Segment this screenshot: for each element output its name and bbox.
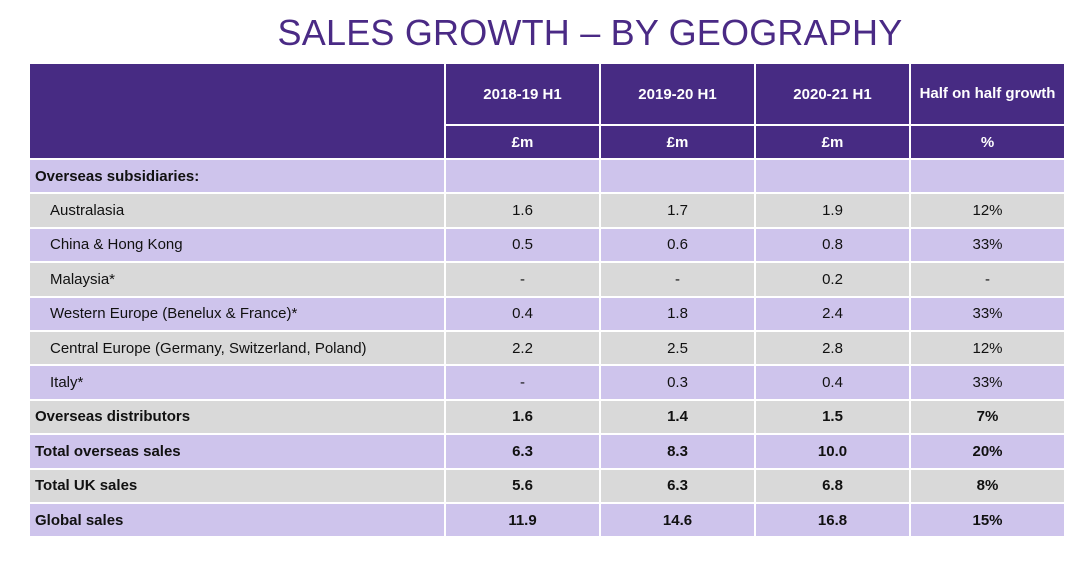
table-row: Global sales 11.9 14.6 16.8 15% — [28, 501, 1066, 539]
column-header: 2018-19 H1 — [444, 62, 601, 126]
table-cell: 0.3 — [599, 364, 756, 401]
table-row: Malaysia* - - 0.2 - — [28, 261, 1066, 298]
table-cell: 1.9 — [754, 192, 911, 229]
table-row: Australasia 1.6 1.7 1.9 12% — [28, 192, 1066, 229]
table-cell: 7% — [909, 398, 1066, 436]
table-row: Total UK sales 5.6 6.3 6.8 8% — [28, 467, 1066, 504]
table-cell: 1.5 — [754, 398, 911, 436]
table-row: Italy* - 0.3 0.4 33% — [28, 364, 1066, 401]
table-cell: - — [909, 261, 1066, 298]
sales-table: 2018-19 H1 2019-20 H1 2020-21 H1 Half on… — [28, 62, 1066, 539]
table-cell — [909, 157, 1066, 195]
row-label: Malaysia* — [28, 261, 446, 298]
table-cell: 6.8 — [754, 467, 911, 504]
table-cell: 1.6 — [444, 398, 601, 436]
row-label: Australasia — [28, 192, 446, 229]
table-cell: 6.3 — [599, 467, 756, 504]
table-cell: 2.8 — [754, 329, 911, 367]
row-label: Overseas subsidiaries: — [28, 157, 446, 195]
column-unit: £m — [444, 124, 601, 160]
table-cell: 12% — [909, 329, 1066, 367]
table-cell — [599, 157, 756, 195]
table-cell: 15% — [909, 501, 1066, 539]
column-header: 2020-21 H1 — [754, 62, 911, 126]
header-blank-cell — [28, 62, 446, 160]
table-cell: 0.4 — [444, 295, 601, 332]
table-cell: 2.5 — [599, 329, 756, 367]
table-cell: 0.2 — [754, 261, 911, 298]
table-cell: 0.6 — [599, 226, 756, 264]
row-label: Global sales — [28, 501, 446, 539]
table-cell: - — [444, 261, 601, 298]
row-label: Italy* — [28, 364, 446, 401]
row-label: Central Europe (Germany, Switzerland, Po… — [28, 329, 446, 367]
table-cell: 14.6 — [599, 501, 756, 539]
table-cell: 33% — [909, 364, 1066, 401]
row-label: Overseas distributors — [28, 398, 446, 436]
table-cell — [754, 157, 911, 195]
table-cell: 16.8 — [754, 501, 911, 539]
column-unit: £m — [599, 124, 756, 160]
row-label: Total overseas sales — [28, 433, 446, 470]
table-cell: 2.4 — [754, 295, 911, 332]
table-row: Total overseas sales 6.3 8.3 10.0 20% — [28, 433, 1066, 470]
row-label: Western Europe (Benelux & France)* — [28, 295, 446, 332]
table-row: Central Europe (Germany, Switzerland, Po… — [28, 329, 1066, 367]
table-cell: 11.9 — [444, 501, 601, 539]
table-cell: 8.3 — [599, 433, 756, 470]
table-cell: 1.6 — [444, 192, 601, 229]
table-cell: 20% — [909, 433, 1066, 470]
table-row: Overseas subsidiaries: — [28, 157, 1066, 195]
table-cell: - — [444, 364, 601, 401]
table-cell: - — [599, 261, 756, 298]
page-title: SALES GROWTH – BY GEOGRAPHY — [277, 12, 903, 53]
row-label: China & Hong Kong — [28, 226, 446, 264]
table-cell: 0.4 — [754, 364, 911, 401]
column-header: 2019-20 H1 — [599, 62, 756, 126]
table-cell: 1.8 — [599, 295, 756, 332]
table-cell: 1.7 — [599, 192, 756, 229]
table-cell: 10.0 — [754, 433, 911, 470]
column-header: Half on half growth — [909, 62, 1066, 126]
table-row: Western Europe (Benelux & France)* 0.4 1… — [28, 295, 1066, 332]
table-cell: 12% — [909, 192, 1066, 229]
column-unit: % — [909, 124, 1066, 160]
table-cell — [444, 157, 601, 195]
header-row-units: £m £m £m % — [29, 124, 1066, 160]
table-cell: 2.2 — [444, 329, 601, 367]
table-cell: 33% — [909, 295, 1066, 332]
table-cell: 1.4 — [599, 398, 756, 436]
column-unit: £m — [754, 124, 911, 160]
table-row: China & Hong Kong 0.5 0.6 0.8 33% — [28, 226, 1066, 264]
row-label: Total UK sales — [28, 467, 446, 504]
table-cell: 0.5 — [444, 226, 601, 264]
table-cell: 8% — [909, 467, 1066, 504]
table-cell: 5.6 — [444, 467, 601, 504]
table-row: Overseas distributors 1.6 1.4 1.5 7% — [28, 398, 1066, 436]
table-cell: 6.3 — [444, 433, 601, 470]
header-row-periods: 2018-19 H1 2019-20 H1 2020-21 H1 Half on… — [28, 62, 1066, 160]
table-cell: 0.8 — [754, 226, 911, 264]
table-cell: 33% — [909, 226, 1066, 264]
